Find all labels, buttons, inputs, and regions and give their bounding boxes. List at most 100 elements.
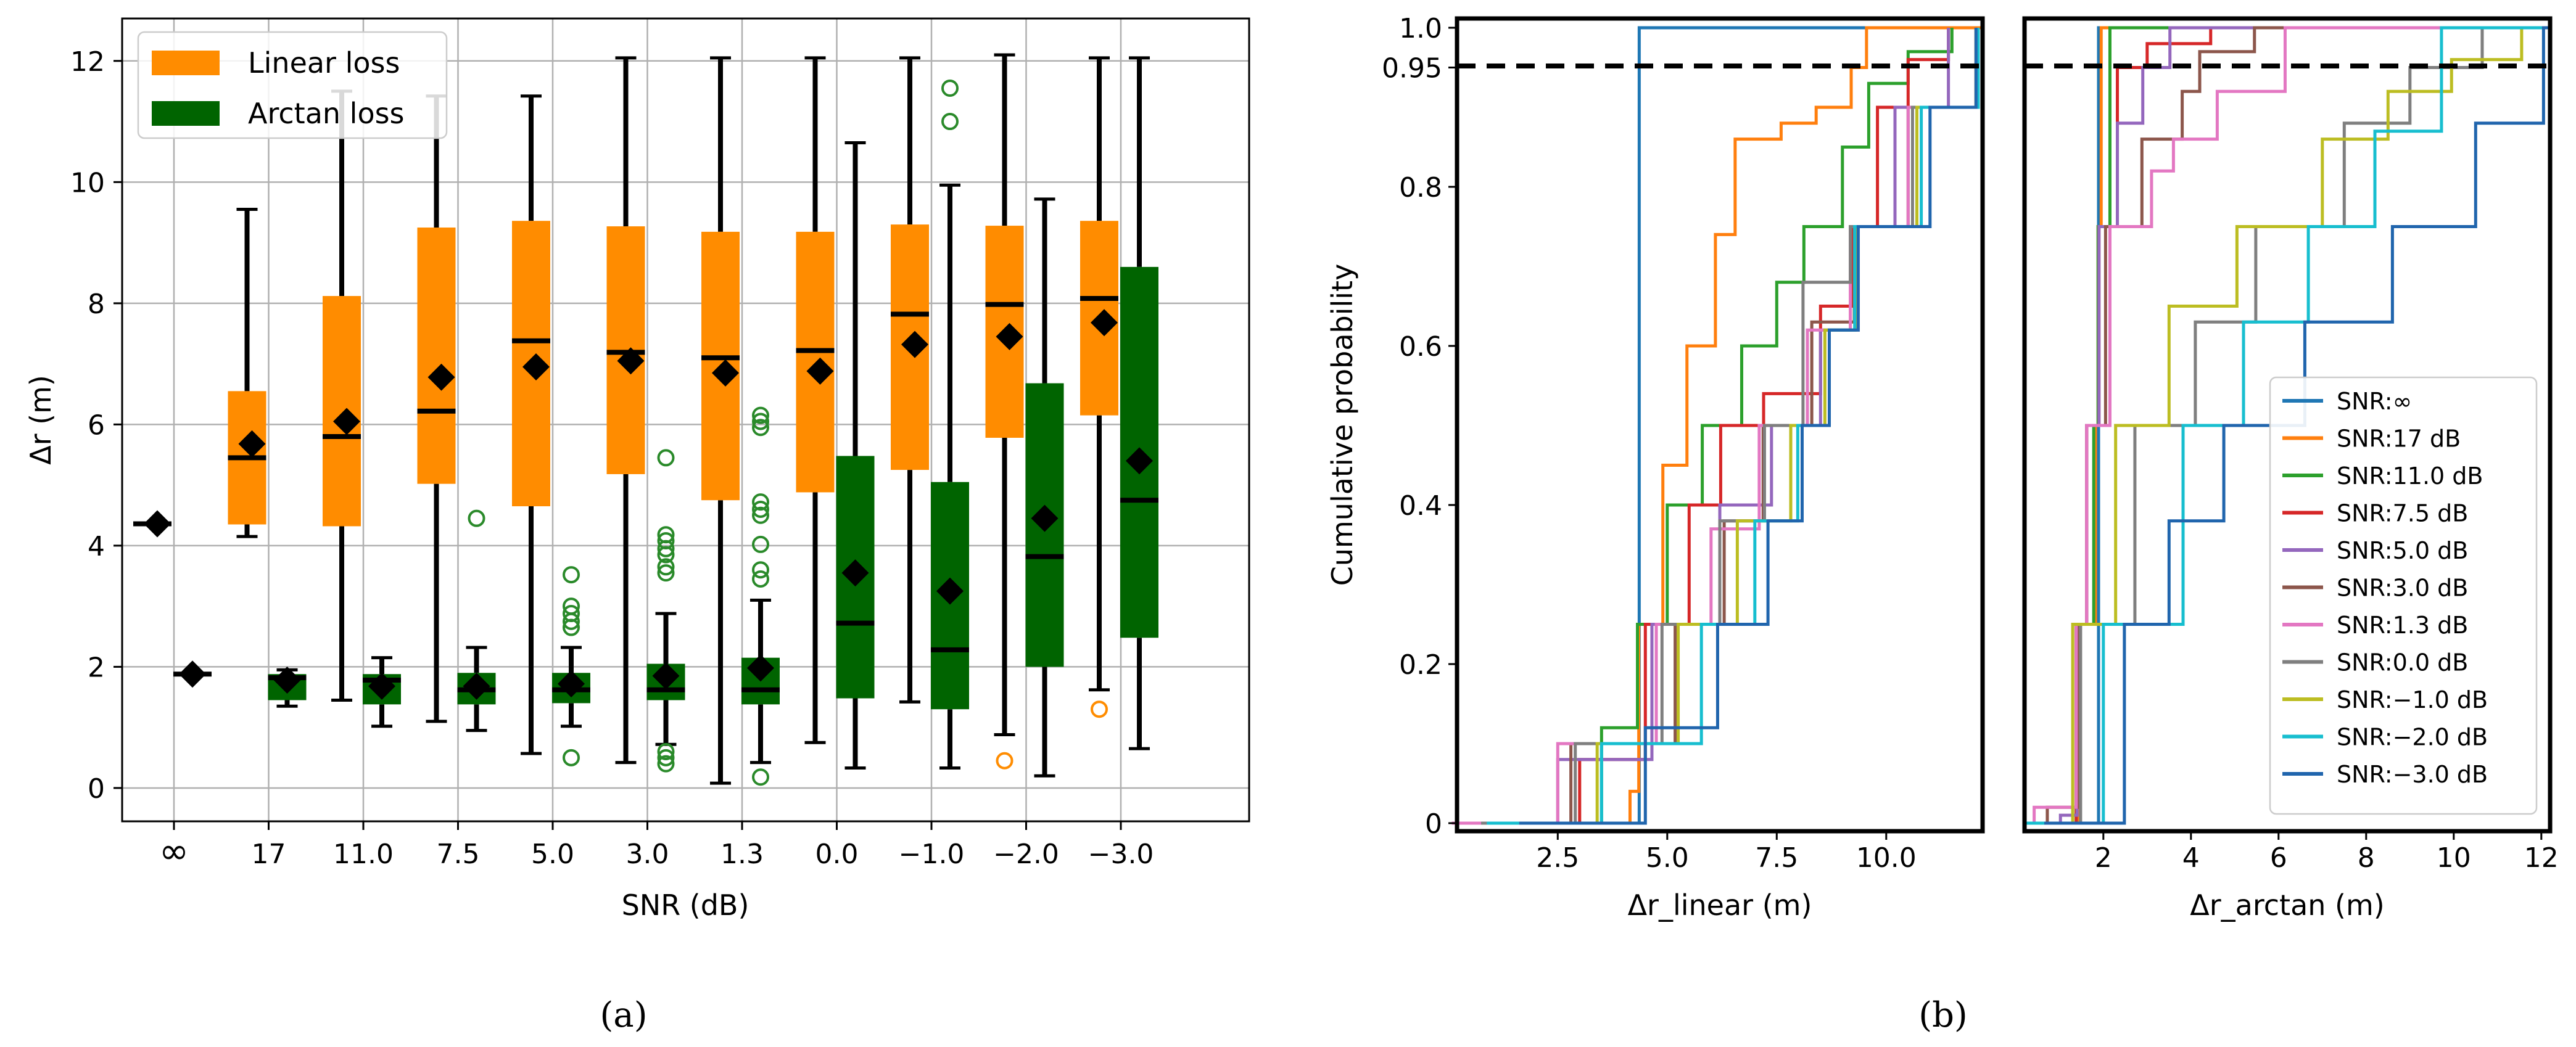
mean-marker xyxy=(238,430,266,458)
panel-b-right-x-ticks: 2 4 6 8 10 12 xyxy=(2095,831,2559,874)
outlier-point xyxy=(752,570,769,588)
x-tick-label: 6 xyxy=(2270,842,2287,874)
mean-marker xyxy=(463,672,490,700)
panel-a-frame xyxy=(121,17,1250,823)
mean-marker xyxy=(179,660,206,688)
x-tick-label: 2 xyxy=(2095,842,2112,874)
box xyxy=(323,296,361,527)
x-tick-label: −2.0 xyxy=(993,839,1059,870)
x-tick-label: 8 xyxy=(2358,842,2375,874)
x-tick-label: 2.5 xyxy=(1536,842,1579,874)
mean-marker xyxy=(273,667,301,694)
panel-a-y-axis-label: Δr (m) xyxy=(24,375,57,465)
mean-marker xyxy=(996,322,1023,350)
outlier-point xyxy=(563,612,580,630)
outlier-point xyxy=(996,752,1013,770)
x-tick-label: −3.0 xyxy=(1088,839,1154,870)
panel-b-label: (b) xyxy=(1918,995,1968,1035)
legend-label: SNR:3.0 dB xyxy=(2337,575,2468,602)
mean-marker xyxy=(1126,447,1153,475)
mean-marker xyxy=(652,662,680,690)
panel-a-x-ticks: ∞ 17 11.0 7.5 5.0 3.0 1.3 0.0 −1.0 −2.0 −3.0 xyxy=(159,821,1154,872)
y-tick-label: 8 xyxy=(88,289,105,320)
y-tick-label: 0.6 xyxy=(1399,331,1442,363)
legend-label: SNR:−2.0 dB xyxy=(2337,724,2488,751)
legend-label: SNR:0.0 dB xyxy=(2337,649,2468,676)
outlier-point xyxy=(752,406,769,424)
panel-b-left-x-axis-label: Δr_linear (m) xyxy=(1628,889,1812,922)
outlier-point xyxy=(657,449,675,467)
cdf-line xyxy=(1487,28,1980,825)
panel-a-plot-area xyxy=(122,18,1249,821)
outlier-point xyxy=(657,540,675,557)
y-tick-label: 0 xyxy=(1425,808,1442,840)
x-tick-label: 10.0 xyxy=(1856,842,1917,874)
panel-b-right-x-axis-label: Δr_arctan (m) xyxy=(2190,889,2384,922)
mean-marker xyxy=(333,408,360,435)
outlier-point xyxy=(752,506,769,524)
mean-marker xyxy=(522,353,550,381)
mean-marker xyxy=(1091,309,1118,337)
mean-marker xyxy=(1031,504,1059,532)
y-tick-label: 1.0 xyxy=(1399,13,1442,44)
panel-b-y-axis-label: Cumulative probability xyxy=(1326,264,1359,586)
x-tick-label: 1.3 xyxy=(720,839,764,870)
outlier-point xyxy=(657,749,675,766)
legend-label: SNR:5.0 dB xyxy=(2337,537,2468,564)
x-tick-label: −1.0 xyxy=(899,839,965,870)
mean-marker xyxy=(747,654,774,682)
panel-b-legend: SNR:∞ SNR:17 dB SNR:11.0 dB SNR:7.5 dB SNR:5… xyxy=(2269,376,2538,815)
x-tick-label: 5.0 xyxy=(531,839,574,870)
legend-swatch-linear xyxy=(152,51,220,75)
mean-marker xyxy=(901,331,928,358)
x-tick-label: 7.5 xyxy=(1755,842,1798,874)
y-tick-label: 0 xyxy=(88,773,105,805)
outlier-point xyxy=(752,535,769,553)
panel-b-cdf: 0 0.2 0.4 0.6 0.8 0.95 1.0 2.5 5.0 7.5 10.0 2 4 6 8 1… xyxy=(1326,13,2559,1035)
legend-label: SNR:−3.0 dB xyxy=(2337,761,2488,788)
mean-marker xyxy=(841,559,869,587)
panel-b-right-frame xyxy=(2022,16,2553,834)
outlier-point xyxy=(563,566,580,584)
x-tick-label: 5.0 xyxy=(1646,842,1689,874)
panel-b-y-ticks: 0 0.2 0.4 0.6 0.8 0.95 1.0 xyxy=(1382,13,1457,840)
outlier-point xyxy=(752,419,769,437)
x-tick-label: ∞ xyxy=(159,830,189,872)
panel-a-y-ticks: 0 2 4 6 8 10 12 xyxy=(70,46,122,805)
outlier-point xyxy=(752,768,769,786)
x-tick-label: 4 xyxy=(2182,842,2200,874)
cdf-line xyxy=(1519,28,1978,825)
legend-label: SNR:∞ xyxy=(2337,388,2412,415)
legend-label: SNR:11.0 dB xyxy=(2337,462,2483,490)
panel-a-x-axis-label: SNR (dB) xyxy=(622,889,749,922)
y-tick-label: 4 xyxy=(88,531,105,562)
legend-label: SNR:1.3 dB xyxy=(2337,612,2468,639)
outlier-point xyxy=(941,113,959,131)
y-tick-label: 10 xyxy=(70,167,105,199)
y-tick-label: 0.95 xyxy=(1382,53,1442,84)
panel-a-legend: Linear loss Arctan loss xyxy=(137,31,448,139)
outlier-point xyxy=(657,546,675,564)
mean-marker xyxy=(712,359,739,387)
legend-frame xyxy=(2269,376,2538,815)
x-tick-label: 10 xyxy=(2437,842,2471,874)
cdf-line xyxy=(2023,26,2550,825)
outlier-point xyxy=(752,500,769,518)
outlier-point xyxy=(752,561,769,579)
panel-a-boxplot: 0 2 4 6 8 10 12 ∞ 17 11.0 7.5 5.0 3.0 1.3 0.0 −1.0 −2.0… xyxy=(24,17,1250,1035)
cdf-line xyxy=(1511,28,1954,825)
cdf-line xyxy=(2025,26,2550,825)
legend-label-arctan: Arctan loss xyxy=(248,97,405,130)
outlier-point xyxy=(752,493,769,511)
outlier-point xyxy=(941,80,959,97)
outlier-point xyxy=(468,509,485,527)
outlier-point xyxy=(1091,700,1108,718)
cdf-line xyxy=(2044,26,2550,825)
mean-marker xyxy=(558,670,585,697)
x-tick-label: 7.5 xyxy=(437,839,480,870)
mean-marker xyxy=(144,510,171,538)
outlier-point xyxy=(657,564,675,582)
outlier-point xyxy=(657,755,675,773)
y-tick-label: 6 xyxy=(88,409,105,441)
